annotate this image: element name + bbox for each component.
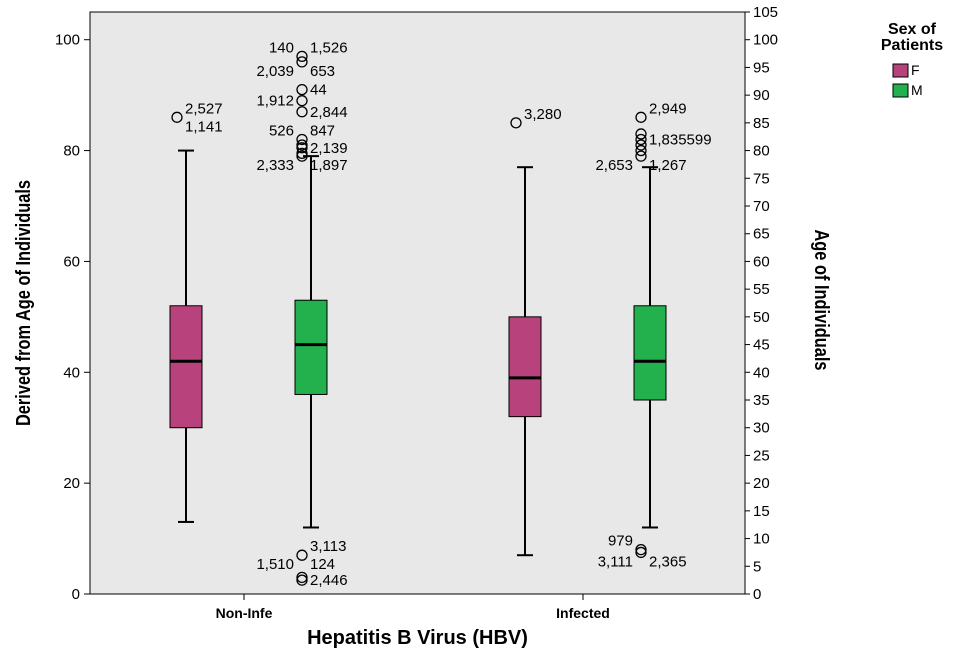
- outlier-label: 3,113: [310, 538, 346, 555]
- outlier-point: [296, 56, 308, 68]
- legend-label-f: F: [911, 62, 920, 78]
- legend-label-m: M: [911, 82, 923, 98]
- left-y-tick-label: 80: [63, 143, 80, 160]
- outlier-label: 2,446: [310, 572, 348, 589]
- outlier-point: [635, 544, 647, 556]
- right-y-tick-label: 95: [753, 59, 770, 76]
- legend-title-line-1: Sex of: [888, 21, 937, 38]
- outlier-point: [296, 147, 308, 159]
- outlier-label: 1,912: [256, 93, 294, 110]
- right-y-tick-label: 35: [753, 392, 770, 409]
- outlier-point: [635, 144, 647, 157]
- x-axis-title: Hepatitis B Virus (HBV): [307, 627, 528, 649]
- outlier-label: 2,365: [649, 553, 687, 570]
- legend-swatch-m: [892, 83, 909, 98]
- right-y-tick-label: 105: [753, 4, 778, 21]
- right-y-tick-label: 25: [753, 447, 770, 464]
- box-f-infected: [508, 316, 542, 418]
- right-y-tick-label: 90: [753, 87, 770, 104]
- outlier-point: [635, 546, 647, 559]
- outlier-label: 2,949: [649, 100, 687, 117]
- outlier-point: [296, 549, 308, 561]
- x-tick-label: Non-Infe: [216, 605, 273, 621]
- box-f-noninfe: [169, 305, 203, 429]
- outlier-label: 2,139: [310, 140, 348, 157]
- right-y-tick-label: 55: [753, 281, 770, 298]
- left-y-tick-label: 20: [63, 475, 80, 492]
- outlier-point: [296, 50, 308, 62]
- outlier-label: 2,844: [310, 104, 348, 121]
- right-y-tick-label: 20: [753, 475, 770, 492]
- outlier-point: [296, 142, 308, 154]
- outlier-point: [296, 95, 308, 107]
- outlier-label: 1,141: [185, 118, 223, 135]
- outlier-point: [296, 139, 308, 151]
- right-y-tick-label: 80: [753, 143, 770, 160]
- outlier-label: 1,267: [649, 157, 687, 174]
- right-y-tick-label: 70: [753, 198, 770, 215]
- outlier-point: [296, 133, 308, 146]
- outlier-label: 1,835599: [649, 131, 712, 148]
- outlier-label: 3,111: [598, 553, 633, 570]
- plot-area: [89, 11, 746, 595]
- outlier-point: [635, 139, 647, 151]
- outlier-point: [635, 128, 647, 140]
- left-y-tick-label: 60: [63, 253, 80, 270]
- outlier-label: 979: [608, 533, 633, 550]
- outlier-label: 2,333: [256, 157, 294, 174]
- outlier-point: [296, 106, 308, 118]
- left-y-tick-label: 40: [63, 364, 80, 381]
- outlier-label: 3,280: [524, 106, 562, 123]
- legend-swatch-f: [892, 63, 909, 78]
- outlier-label: 124: [310, 556, 335, 573]
- outlier-point: [171, 111, 183, 123]
- outlier-point: [635, 111, 647, 123]
- outlier-point: [296, 83, 308, 96]
- right-y-tick-label: 50: [753, 309, 770, 326]
- right-y-tick-label: 5: [753, 558, 761, 575]
- box-m-noninfe: [294, 299, 328, 395]
- outlier-label: 847: [310, 122, 335, 139]
- outlier-label: 526: [269, 122, 294, 139]
- right-y-tick-label: 100: [753, 32, 778, 49]
- outlier-label: 1,510: [256, 556, 294, 573]
- right-y-tick-label: 75: [753, 170, 770, 187]
- x-tick-label: Infected: [556, 605, 610, 621]
- outlier-point: [296, 571, 308, 584]
- outlier-label: 653: [310, 63, 335, 80]
- right-y-tick-label: 0: [753, 586, 761, 603]
- right-y-tick-label: 60: [753, 253, 770, 270]
- outlier-label: 140: [269, 39, 294, 56]
- legend: Sex of Patients FM: [881, 21, 943, 98]
- outlier-label: 2,653: [595, 157, 633, 174]
- legend-title-line-2: Patients: [881, 37, 943, 54]
- outlier-label: 1,897: [310, 157, 348, 174]
- right-y-axis-title: Age of Individuals: [811, 229, 834, 370]
- right-y-tick-label: 85: [753, 115, 770, 132]
- axes: 0 20 40 60 80 100 0 5 10 15 20 25 30 35 40 45 50 55 60 65 70…: [55, 4, 778, 621]
- left-y-tick-label: 100: [55, 32, 80, 49]
- y-axis-title: Derived from Age of Individuals: [11, 180, 34, 426]
- outlier-label: 1,526: [310, 39, 348, 56]
- outlier-point: [635, 150, 647, 162]
- right-y-tick-label: 15: [753, 503, 770, 520]
- right-y-tick-label: 45: [753, 337, 770, 354]
- outlier-label: 44: [310, 82, 327, 99]
- box-m-infected: [633, 305, 667, 401]
- outlier-point: [510, 117, 522, 129]
- outlier-label: 2,527: [185, 100, 223, 117]
- outlier-label: 2,039: [256, 63, 294, 80]
- outlier-point: [296, 150, 308, 162]
- left-y-tick-label: 0: [72, 586, 80, 603]
- right-y-tick-label: 30: [753, 420, 770, 437]
- right-y-tick-label: 10: [753, 531, 770, 548]
- outlier-point: [296, 574, 308, 586]
- outlier-point: [635, 133, 647, 146]
- boxes: [169, 149, 667, 557]
- right-y-tick-label: 40: [753, 364, 770, 381]
- right-y-tick-label: 65: [753, 226, 770, 243]
